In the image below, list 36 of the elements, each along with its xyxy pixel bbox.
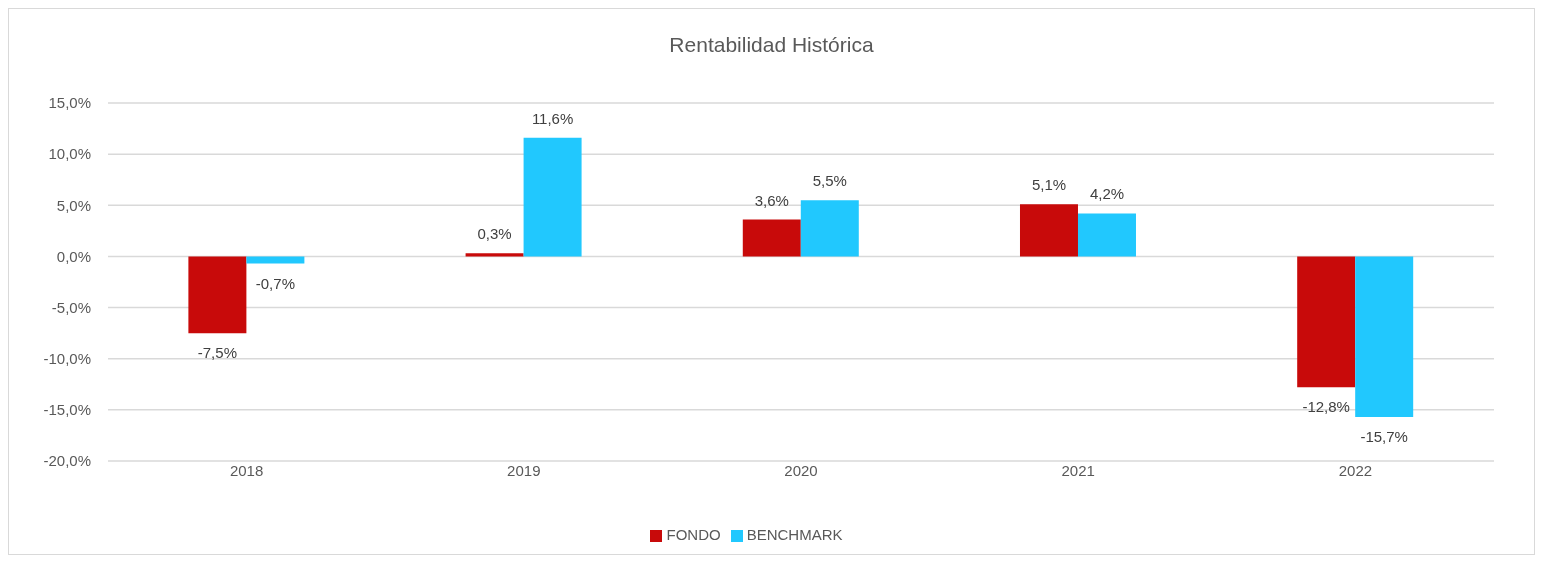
y-tick-label: 10,0% (48, 145, 91, 163)
data-label: 11,6% (531, 109, 574, 127)
x-tick-label: 2019 (507, 461, 541, 479)
bar (1297, 256, 1356, 388)
data-label: 0,3% (477, 225, 512, 243)
bar (800, 200, 859, 257)
y-tick-label: 15,0% (48, 94, 91, 112)
legend-label: BENCHMARK (746, 526, 843, 543)
x-tick-label: 2020 (784, 461, 818, 479)
bar (465, 253, 524, 257)
y-tick-label: -15,0% (43, 401, 91, 419)
bar (1019, 204, 1078, 257)
data-label: 5,5% (812, 172, 847, 190)
y-tick-label: -10,0% (43, 350, 91, 368)
bar (188, 256, 247, 334)
bar (246, 256, 305, 264)
bar (1077, 213, 1136, 257)
data-label: -15,7% (1360, 428, 1408, 446)
chart-title: Rentabilidad Histórica (668, 33, 875, 57)
data-label: 5,1% (1031, 176, 1067, 194)
y-tick-label: 5,0% (56, 196, 91, 214)
y-tick-label: -5,0% (51, 298, 91, 316)
data-label: 3,6% (754, 191, 789, 209)
y-tick-label: 0,0% (56, 247, 91, 265)
legend-label: FONDO (666, 526, 721, 543)
x-tick-label: 2018 (229, 461, 264, 479)
x-tick-label: 2022 (1338, 461, 1373, 479)
y-tick-label: -20,0% (43, 452, 91, 470)
x-tick-label: 2021 (1061, 461, 1095, 479)
data-label: 4,2% (1089, 185, 1125, 203)
bar (1355, 256, 1414, 418)
bar (742, 219, 801, 257)
data-label: -7,5% (197, 344, 237, 362)
bar (523, 137, 582, 257)
data-label: -12,8% (1302, 398, 1350, 416)
data-label: -0,7% (255, 274, 295, 292)
